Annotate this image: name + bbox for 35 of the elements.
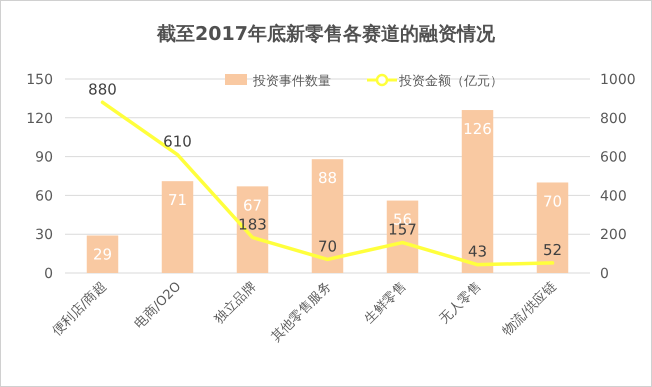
- y2-tick-label: 600: [600, 150, 627, 166]
- y-tick-label: 60: [35, 188, 53, 204]
- data-label: 88: [318, 169, 338, 188]
- bar: [312, 159, 344, 273]
- data-label: 67: [242, 196, 262, 214]
- data-label: 43: [468, 242, 488, 261]
- data-label: 126: [463, 120, 492, 138]
- x-tick-label: 生鲜零售: [362, 279, 410, 327]
- legend-label: 投资金额（亿元）: [398, 74, 503, 89]
- bar: [162, 181, 194, 273]
- bar: [462, 110, 494, 273]
- legend-label: 投资事件数量: [252, 74, 331, 89]
- x-tick-label: 物流/供应链: [498, 278, 560, 339]
- y2-tick-label: 200: [600, 227, 627, 244]
- data-label: 70: [318, 237, 338, 256]
- x-tick-label: 其他零售服务: [268, 279, 334, 345]
- y-tick-label: 120: [26, 110, 53, 127]
- y2-tick-label: 0: [600, 266, 609, 282]
- data-label: 29: [92, 245, 112, 264]
- data-label: 70: [542, 192, 562, 210]
- data-label: 71: [168, 191, 188, 210]
- y2-tick-label: 400: [600, 188, 627, 204]
- x-tick-label: 独立品牌: [211, 278, 260, 327]
- y2-tick-label: 800: [600, 110, 627, 127]
- bar: [536, 182, 568, 273]
- chart-title: 截至2017年底新零售各赛道的融资情况: [156, 23, 496, 45]
- y-tick-label: 150: [26, 72, 53, 88]
- data-label: 880: [88, 80, 117, 98]
- data-label: 52: [542, 240, 562, 259]
- y2-tick-label: 1000: [600, 72, 636, 88]
- x-tick-label: 无人零售: [436, 279, 484, 327]
- y-tick-label: 30: [35, 227, 53, 244]
- y-tick-label: 90: [35, 150, 53, 166]
- data-label: 610: [163, 132, 192, 151]
- bar: [86, 235, 118, 273]
